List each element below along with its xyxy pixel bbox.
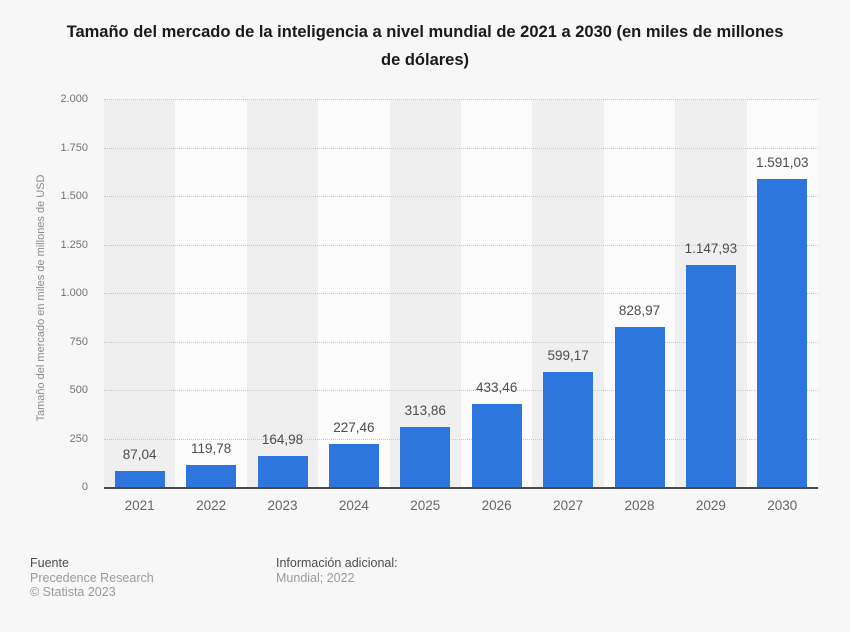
y-tick-label-1.250: 1.250 <box>60 238 88 251</box>
column-stripe-2025 <box>389 100 461 488</box>
gridline-1.250 <box>104 244 818 246</box>
y-tick-label-1.500: 1.500 <box>60 190 88 202</box>
y-tick-label-0: 0 <box>81 481 88 493</box>
y-tick-label-2.000: 2.000 <box>60 93 88 105</box>
x-tick-label-2024: 2024 <box>338 498 369 513</box>
bar-value-label-2028: 828,97 <box>618 303 661 319</box>
x-tick-label-2023: 2023 <box>267 498 298 513</box>
bar-value-label-2025: 313,86 <box>404 403 446 419</box>
source-heading: Fuente <box>30 556 69 570</box>
x-axis-line <box>104 487 818 489</box>
gridline-250 <box>104 438 818 440</box>
bar-value-label-2027: 599,17 <box>547 347 589 363</box>
y-tick-label-500: 500 <box>69 384 88 396</box>
y-tick-label-1.750: 1.750 <box>60 141 88 154</box>
bar-2024 <box>328 443 379 487</box>
source-name: Precedence Research <box>30 570 154 585</box>
bar-value-label-2030: 1.591,03 <box>756 155 809 171</box>
gridline-500 <box>104 390 818 391</box>
gridline-750 <box>104 341 818 343</box>
bar-value-label-2021: 87,04 <box>122 447 157 463</box>
x-tick-label-2027: 2027 <box>553 498 584 513</box>
column-stripe-2021 <box>104 100 176 488</box>
bar-2026 <box>471 403 522 487</box>
bar-value-label-2024: 227,46 <box>333 419 375 435</box>
bar-value-label-2029: 1.147,93 <box>684 241 738 257</box>
bar-2022 <box>186 464 237 487</box>
column-stripe-2022 <box>175 100 247 488</box>
x-tick-label-2022: 2022 <box>196 498 227 513</box>
bar-value-label-2023: 164,98 <box>261 431 304 447</box>
x-tick-label-2026: 2026 <box>481 498 512 513</box>
additional-info-value: Mundial; 2022 <box>276 570 355 585</box>
gridline-1.000 <box>104 293 818 294</box>
column-stripe-2024 <box>318 100 390 488</box>
y-tick-label-1.000: 1.000 <box>60 287 88 299</box>
bar-value-label-2026: 433,46 <box>476 379 518 395</box>
x-tick-label-2029: 2029 <box>695 498 726 513</box>
source-block: Fuente Precedence Research © Statista 20… <box>30 556 154 600</box>
x-tick-label-2021: 2021 <box>124 498 155 513</box>
gridline-2.000 <box>104 99 818 100</box>
bar-2023 <box>257 455 308 487</box>
chart-title: Tamaño del mercado de la inteligencia a … <box>66 23 784 69</box>
bar-2029 <box>685 265 736 487</box>
bar-2027 <box>543 371 594 487</box>
x-tick-label-2028: 2028 <box>624 498 655 513</box>
x-tick-label-2025: 2025 <box>410 498 441 513</box>
x-tick-label-2030: 2030 <box>767 498 798 513</box>
y-tick-label-250: 250 <box>69 432 88 445</box>
bar-2025 <box>400 427 451 487</box>
statista-copyright: © Statista 2023 <box>30 585 116 599</box>
bar-value-label-2022: 119,78 <box>190 440 232 456</box>
gridline-1.500 <box>104 196 818 197</box>
additional-info-block: Información adicional: Mundial; 2022 <box>276 556 398 585</box>
y-tick-label-750: 750 <box>69 335 88 348</box>
column-stripe-2023 <box>246 100 319 488</box>
gridline-1.750 <box>104 147 818 149</box>
bar-2021 <box>114 471 165 487</box>
bar-2030 <box>757 179 808 487</box>
bar-2028 <box>614 327 665 487</box>
additional-info-heading: Información adicional: <box>276 556 398 570</box>
